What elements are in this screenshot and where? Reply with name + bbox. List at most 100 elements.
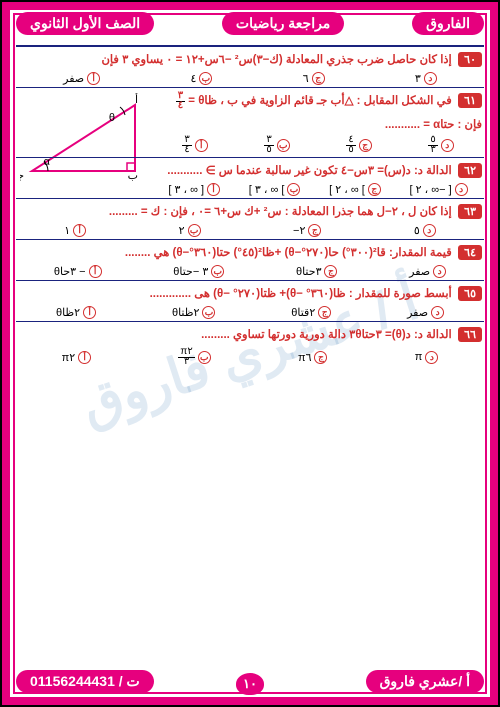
question: ٦٦ الدالة د: د(θ)= ٣حتا٣θ دالة دورية دور… — [16, 321, 484, 369]
option-text: ٦ — [303, 72, 309, 85]
option-marker: ج — [318, 306, 331, 319]
option-marker: ب — [188, 224, 201, 237]
question-text: قيمة المقدار: قا²(٣٠٠°) حا(٢٧٠°−θ) +ظا²(… — [125, 247, 452, 259]
option[interactable]: أπ٢ — [62, 347, 92, 367]
option-text: [ ∞ ، ٣ ] — [168, 183, 204, 196]
options-row: أصفر ب٤ ج٦ د٣ — [18, 72, 482, 85]
option-text: ٣٥ — [264, 135, 273, 155]
option[interactable]: د٥ — [414, 224, 436, 237]
question: ٦٣ إذا كان ل ، ٢−ل هما جذرا المعادلة : س… — [16, 198, 484, 239]
subject-pill: مراجعة رياضيات — [222, 12, 344, 35]
options-row: أ٢ظاθ ب٢ظتاθ ج٢قتاθ دصفر — [18, 306, 482, 319]
question-text: إذا كان ل ، ٢−ل هما جذرا المعادلة : س² +… — [109, 206, 452, 218]
question-text: إذا كان حاصل ضرب جذري المعادلة (ك−٣)س² −… — [101, 54, 451, 66]
svg-text:أ: أ — [135, 93, 138, 106]
option[interactable]: ب] ∞ ، ٣ ] — [249, 183, 301, 196]
option-marker: د — [431, 306, 444, 319]
option[interactable]: د ٥٣ — [428, 135, 453, 155]
option-marker: أ — [83, 306, 96, 319]
question-text: أبسط صورة للمقدار : ظا(٣٦٠° −θ)+ ظتا(٢٧٠… — [150, 288, 452, 300]
option[interactable]: ج٢− — [293, 224, 321, 237]
option-text: ٥٣ — [428, 135, 437, 155]
option-marker: ب — [287, 183, 300, 196]
option[interactable]: أ[ ∞ ، ٣ ] — [168, 183, 220, 196]
question-number: ٦٦ — [458, 327, 482, 342]
page-number: ١٠ — [236, 673, 264, 695]
option[interactable]: ج٢قتاθ — [291, 306, 331, 319]
question: ٦٤ قيمة المقدار: قا²(٣٠٠°) حا(٢٧٠°−θ) +ظ… — [16, 239, 484, 280]
option-text: ٤٥ — [346, 135, 355, 155]
option[interactable]: ب٢ — [179, 224, 201, 237]
option-text: π٦ — [298, 351, 312, 364]
option[interactable]: جπ٦ — [298, 347, 328, 367]
option-text: ] ∞ ، ٢ ] — [329, 183, 365, 196]
question-number: ٦١ — [458, 93, 482, 108]
option-marker: أ — [78, 351, 91, 364]
option-marker: ب — [202, 306, 215, 319]
question-text: في الشكل المقابل : △أب جـ قائم الزاوية ف… — [176, 95, 452, 107]
question-number: ٦٤ — [458, 245, 482, 260]
svg-text:θ: θ — [109, 112, 115, 124]
option[interactable]: بπ٢٣ — [178, 347, 210, 367]
option-marker: ج — [308, 224, 321, 237]
option-text: صفر — [407, 306, 428, 319]
option-marker: ج — [312, 72, 325, 85]
option-text: ٣ — [415, 72, 421, 85]
option[interactable]: أ١ — [64, 224, 86, 237]
option[interactable]: ج٣حتاθ — [296, 265, 338, 278]
option[interactable]: د[ −∞ ، ٢ ] — [410, 183, 468, 196]
option-text: − ٣حاθ — [54, 265, 86, 278]
option-marker: ب — [277, 139, 290, 152]
option-marker: د — [424, 72, 437, 85]
option[interactable]: د٣ — [415, 72, 437, 85]
option[interactable]: دصفر — [407, 306, 444, 319]
option[interactable]: أ ٣٤ — [182, 135, 207, 155]
option-marker: أ — [195, 139, 208, 152]
option-text: ١ — [64, 224, 70, 237]
option[interactable]: أ− ٣حاθ — [54, 265, 102, 278]
question: ٦٢ الدالة د: د(س)= ٣س−٤ تكون غير سالبة ع… — [16, 157, 484, 198]
option-marker: ب — [198, 351, 211, 364]
option-text: ٢ظتاθ — [172, 306, 199, 319]
question-number: ٦٠ — [458, 52, 482, 67]
questions-container: ٦٠ إذا كان حاصل ضرب جذري المعادلة (ك−٣)س… — [10, 37, 490, 399]
option-marker: ب — [211, 265, 224, 278]
option-text: صفر — [63, 72, 84, 85]
option[interactable]: ب٢ظتاθ — [172, 306, 215, 319]
option[interactable]: دπ — [415, 347, 439, 367]
brand-pill: الفاروق — [412, 12, 484, 35]
option-text: ٢− — [293, 224, 305, 237]
phone-pill: ت / 01156244431 — [16, 670, 154, 693]
option[interactable]: ج٦ — [303, 72, 325, 85]
option-marker: ج — [368, 183, 381, 196]
option[interactable]: دصفر — [409, 265, 446, 278]
option[interactable]: ب٣ −حتاθ — [173, 265, 224, 278]
option-text: ] ∞ ، ٣ ] — [249, 183, 285, 196]
question-text: الدالة د: د(س)= ٣س−٤ تكون غير سالبة عندم… — [167, 165, 451, 177]
option-marker: أ — [87, 72, 100, 85]
option[interactable]: ب ٣٥ — [264, 135, 289, 155]
question-number: ٦٣ — [458, 204, 482, 219]
option[interactable]: أصفر — [63, 72, 100, 85]
phone-number: 01156244431 — [30, 673, 115, 689]
question: ٦٠ إذا كان حاصل ضرب جذري المعادلة (ك−٣)س… — [16, 45, 484, 87]
option-marker: ج — [324, 265, 337, 278]
option[interactable]: أ٢ظاθ — [56, 306, 96, 319]
options-row: أ[ ∞ ، ٣ ] ب] ∞ ، ٣ ] ج] ∞ ، ٢ ] د[ −∞ ، ٢ … — [154, 183, 482, 196]
option-text: ٣حتاθ — [296, 265, 322, 278]
question-text: الدالة د: د(θ)= ٣حتا٣θ دالة دورية دورتها… — [201, 329, 452, 341]
grade-pill: الصف الأول الثانوي — [16, 12, 154, 35]
option-marker: د — [433, 265, 446, 278]
option[interactable]: ج] ∞ ، ٢ ] — [329, 183, 381, 196]
option[interactable]: ب٤ — [190, 72, 212, 85]
option-text: ٣٤ — [182, 135, 191, 155]
option-text: صفر — [409, 265, 430, 278]
option-text: π — [415, 351, 423, 363]
options-row: أπ٢ بπ٢٣ جπ٦ دπ — [18, 347, 482, 367]
option[interactable]: ج٤٥ — [346, 135, 371, 155]
option-marker: ب — [199, 72, 212, 85]
options-row: أ ٣٤ ب ٣٥ ج٤٥ د ٥٣ — [154, 135, 482, 155]
option-text: π٢ — [62, 351, 76, 364]
option-text: [ −∞ ، ٢ ] — [410, 183, 452, 196]
option-marker: د — [441, 139, 454, 152]
